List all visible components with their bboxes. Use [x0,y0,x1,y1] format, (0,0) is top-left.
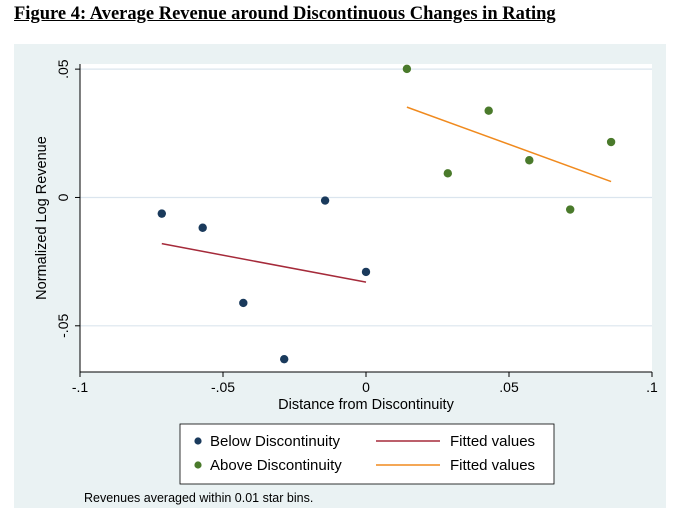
legend-label: Above Discontinuity [210,457,342,474]
data-series [157,64,616,364]
chart-note: Revenues averaged within 0.01 star bins. [84,491,313,505]
fitted-line [161,242,367,283]
figure-title: Figure 4: Average Revenue around Discont… [14,4,556,24]
x-axis-title: Distance from Discontinuity [278,397,454,413]
legend-label: Fitted values [450,433,535,450]
data-point [239,298,248,308]
fitted-line [406,106,612,183]
data-point [525,156,534,165]
data-point [606,137,616,147]
legend: Below Discontinuity Above Discontinuity Fi… [179,423,555,485]
y-axis-title: Normalized Log Revenue [34,136,50,300]
data-point [402,64,412,74]
data-point [320,196,330,205]
legend-label: Fitted values [450,457,535,474]
x-tick-label: -.1 [72,379,89,395]
legend-marker [194,437,202,445]
legend-box [179,423,555,485]
data-point [484,106,493,115]
data-point [280,354,289,364]
data-point [443,169,452,178]
chart-panel: -.05 0 .05 -.1 -.05 0 .05 .1 Distance from Disc… [14,44,666,508]
plot-area [80,64,652,372]
axes: -.05 0 .05 -.1 -.05 0 .05 .1 [55,59,658,395]
y-tick-label: .05 [55,59,71,79]
data-point [157,209,166,218]
y-tick-label: -.05 [55,314,71,338]
x-tick-label: -.05 [211,379,235,395]
y-tick-label: 0 [55,193,71,201]
data-point [566,205,575,214]
x-tick-label: .1 [646,379,658,395]
data-point [361,267,371,277]
scatter-chart: -.05 0 .05 -.1 -.05 0 .05 .1 Distance from Disc… [14,44,666,508]
data-point [198,223,207,232]
gridlines [80,68,652,327]
legend-marker [194,461,202,469]
x-tick-label: 0 [362,379,370,395]
x-tick-label: .05 [499,379,519,395]
legend-label: Below Discontinuity [210,433,341,450]
